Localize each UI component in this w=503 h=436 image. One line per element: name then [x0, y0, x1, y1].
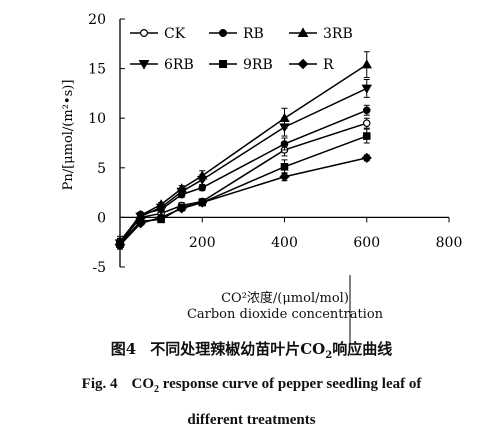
caption-cn-text-after: 响应曲线 [332, 340, 393, 358]
data-point-rb [362, 106, 371, 115]
caption-cn-text-before: 不同处理辣椒幼苗叶片 [150, 340, 301, 358]
data-point-6rb [176, 187, 187, 198]
x-tick-label: 200 [189, 235, 216, 251]
caption-en-line2: different treatments [187, 412, 316, 428]
y-tick-label: 15 [88, 62, 106, 78]
chart: -5 0 5 10 15 20 200 400 600 800 Pn/[μmol/(m²•s)] CK… [61, 12, 463, 345]
data-point-6rb [279, 123, 290, 133]
legend-marker-rb [219, 29, 228, 38]
caption-en-line1-rest: response curve of pepper seedling leaf o… [159, 376, 422, 392]
data-point-r [135, 218, 146, 229]
data-point-r [361, 152, 372, 163]
data-point-r [114, 240, 126, 251]
legend-label-9rb: 9RB [243, 57, 273, 73]
y-tick-label: -5 [92, 260, 106, 276]
y-tick-label: 10 [88, 111, 106, 127]
data-point-6rb [135, 212, 146, 222]
y-tick-label: 5 [97, 161, 106, 177]
legend-marker-r [297, 58, 309, 70]
series-line-r [119, 157, 367, 246]
x-axis-label-cn: CO²浓度/(μmol/mol) [221, 291, 349, 306]
data-point-9rb [362, 132, 371, 140]
caption-en-sub: 2 [154, 384, 159, 395]
legend-label-ck: CK [164, 26, 186, 42]
caption-cn-co: CO [300, 340, 326, 358]
data-point-6rb [197, 175, 208, 186]
legend-label-r: R [323, 57, 334, 73]
data-point-rb [198, 183, 207, 192]
x-tick-label: 400 [271, 235, 298, 251]
legend-label-6rb: 6RB [164, 57, 194, 73]
figure-caption-en: Fig. 4 CO2 response curve of pepper seedl… [0, 369, 503, 436]
series-line-ck [119, 122, 367, 244]
data-point-9rb [280, 163, 289, 171]
caption-cn-sub: 2 [325, 350, 333, 361]
data-point-6rb [361, 84, 372, 94]
y-tick-label: 0 [97, 210, 106, 226]
data-point-ck [362, 119, 371, 127]
data-point-r [279, 171, 290, 182]
legend-marker-6rb [138, 59, 150, 70]
y-axis-label: Pn/[μmol/(m²•s)] [61, 80, 76, 191]
data-point-r [156, 212, 167, 223]
legend-marker-9rb [219, 59, 228, 68]
x-axis-label-en: Carbon dioxide concentration [186, 307, 384, 322]
legend-label-rb: RB [243, 26, 264, 42]
legend-marker-ck [140, 29, 149, 38]
data-point-r [176, 203, 187, 214]
figure-caption-cn: 图4 不同处理辣椒幼苗叶片CO2响应曲线 [0, 338, 503, 361]
data-point-3rb [361, 59, 372, 69]
caption-en-line1: Fig. 4 CO2 response curve of pepper seedl… [0, 369, 503, 405]
x-tick-label: 600 [353, 235, 380, 251]
y-tick-label: 20 [88, 12, 106, 28]
x-tick-label: 800 [436, 235, 463, 251]
data-point-r [197, 197, 208, 208]
caption-cn-number: 图4 [110, 340, 137, 358]
caption-en-number: Fig. 4 [81, 376, 118, 392]
legend-label-3rb: 3RB [323, 26, 353, 42]
data-point-rb [280, 140, 289, 148]
caption-en-co: CO [131, 376, 155, 392]
data-point-6rb [155, 203, 167, 213]
legend-marker-3rb [297, 27, 309, 38]
